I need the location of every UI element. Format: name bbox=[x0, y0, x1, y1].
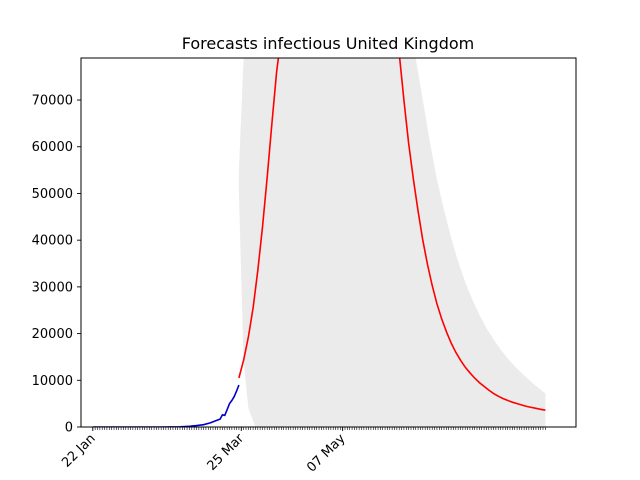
y-tick-label: 50000 bbox=[32, 187, 73, 202]
plot-frame bbox=[80, 57, 577, 428]
y-axis-ticks: 0 10000 20000 30000 40000 50000 60000 70000 bbox=[32, 94, 81, 436]
uncertainty-band bbox=[238, 58, 546, 427]
y-tick-label: 20000 bbox=[32, 327, 73, 342]
y-tick-label: 0 bbox=[65, 421, 73, 436]
chart-title: Forecasts infectious United Kingdom bbox=[182, 34, 474, 53]
y-tick-label: 30000 bbox=[32, 280, 73, 295]
y-tick-label: 10000 bbox=[32, 374, 73, 389]
y-tick-label: 60000 bbox=[32, 140, 73, 155]
y-tick-label: 40000 bbox=[32, 234, 73, 249]
forecast-series-line bbox=[238, 58, 546, 411]
y-tick-label: 70000 bbox=[32, 94, 73, 109]
